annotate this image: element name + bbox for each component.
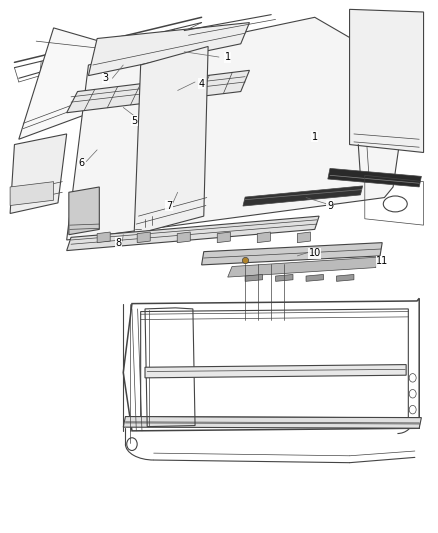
Circle shape [409,390,416,398]
Polygon shape [10,134,67,214]
Circle shape [127,438,137,450]
Polygon shape [350,10,424,152]
Polygon shape [134,46,208,235]
Polygon shape [156,84,186,102]
Polygon shape [88,22,250,76]
Text: 9: 9 [327,200,333,211]
Text: 11: 11 [376,256,389,266]
Polygon shape [306,274,323,281]
Text: 1: 1 [312,132,318,142]
Polygon shape [328,168,421,187]
Text: 3: 3 [103,73,109,83]
Polygon shape [67,70,250,113]
Polygon shape [297,232,311,243]
Polygon shape [123,417,421,428]
Polygon shape [137,232,150,243]
Text: 7: 7 [166,200,172,211]
Circle shape [409,406,416,414]
Polygon shape [145,365,406,378]
Polygon shape [217,232,230,243]
Polygon shape [228,257,380,277]
Polygon shape [177,232,190,243]
Polygon shape [19,28,162,139]
Polygon shape [245,274,262,281]
Text: 8: 8 [116,238,122,248]
Text: 1: 1 [225,52,231,62]
Polygon shape [67,17,406,240]
Polygon shape [69,187,99,235]
Text: 4: 4 [198,78,205,88]
Polygon shape [243,186,363,206]
Polygon shape [67,216,319,251]
Text: 10: 10 [309,248,321,259]
Polygon shape [336,274,354,281]
Text: 5: 5 [131,116,137,126]
Text: 6: 6 [79,158,85,168]
Polygon shape [10,182,53,206]
Polygon shape [97,232,110,243]
Polygon shape [257,232,270,243]
Polygon shape [276,274,293,281]
Polygon shape [201,243,382,265]
Circle shape [409,374,416,382]
